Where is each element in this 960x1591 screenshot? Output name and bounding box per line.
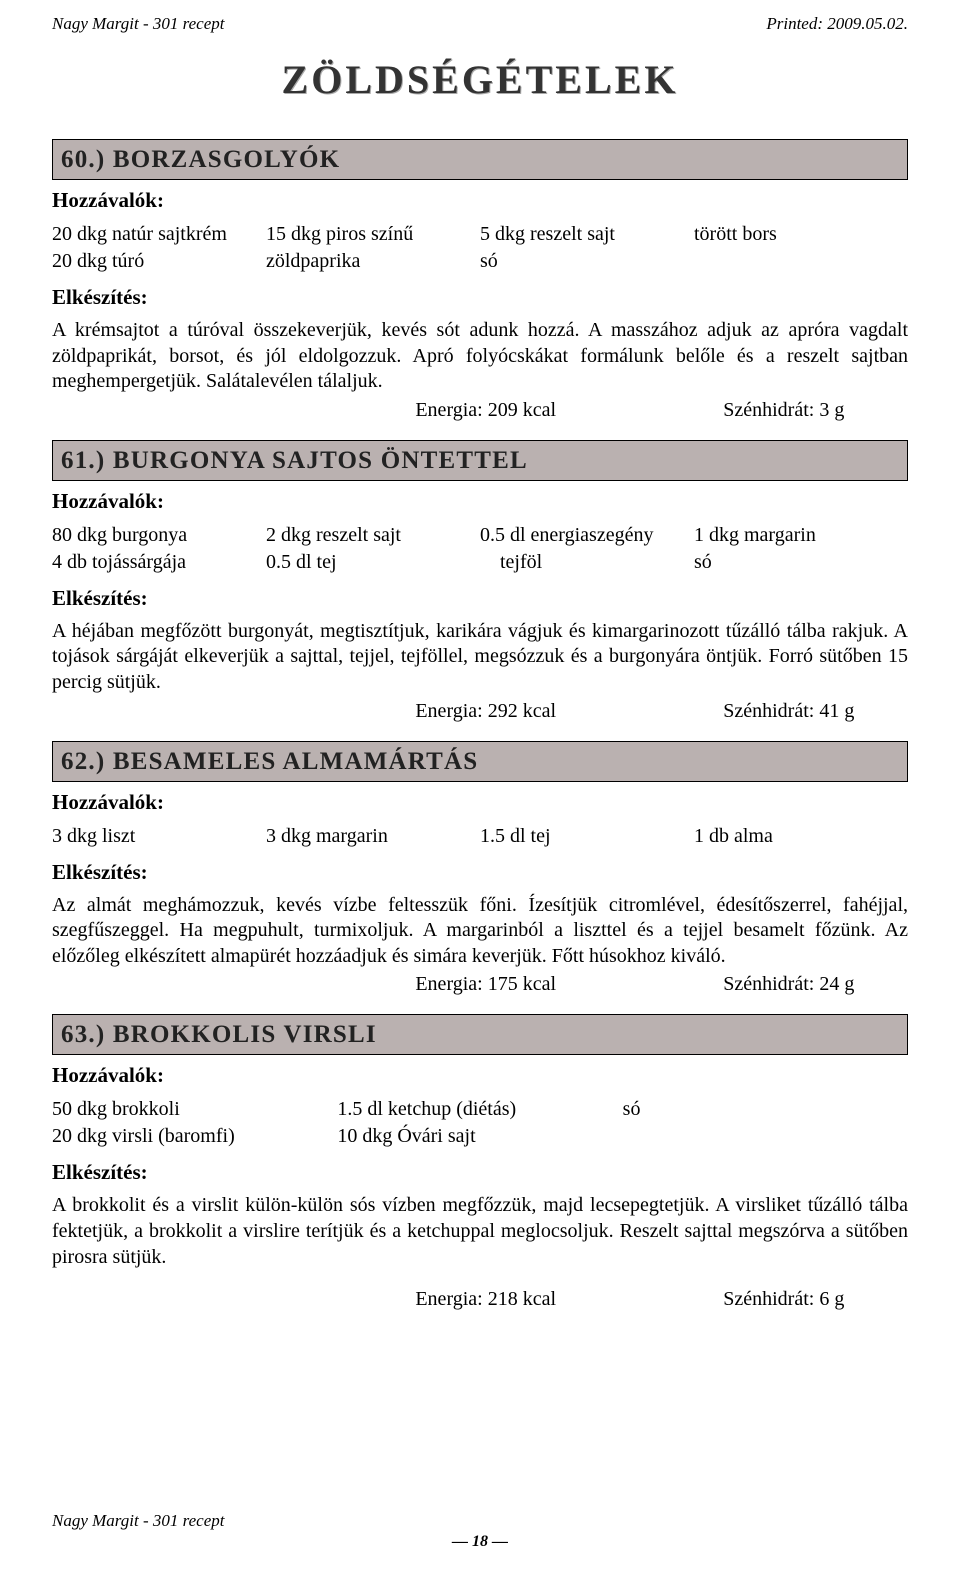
ingredient: 4 db tojássárgája: [52, 549, 266, 576]
recipe-60: 60.) BORZASGOLYÓK Hozzávalók: 20 dkg nat…: [52, 139, 908, 422]
ingredient-col: 3 dkg margarin: [266, 823, 480, 850]
ingredient: 1.5 dl tej: [480, 823, 694, 850]
instructions: A brokkolit és a virslit külön-külön sós…: [52, 1193, 908, 1270]
ingredients-label: Hozzávalók:: [52, 1063, 908, 1088]
ingredient: 10 dkg Óvári sajt: [337, 1123, 622, 1150]
preparation-label: Elkészítés:: [52, 285, 908, 310]
ingredient: só: [480, 248, 694, 275]
nutrition-row: Energia: 292 kcal Szénhidrát: 41 g: [52, 700, 908, 723]
ingredient-col: só: [623, 1096, 908, 1150]
ingredient-col: 15 dkg piros színű zöldpaprika: [266, 221, 480, 275]
ingredient-col: 0.5 dl energiaszegény tejföl: [480, 522, 694, 576]
ingredients-label: Hozzávalók:: [52, 489, 908, 514]
recipe-63: 63.) BROKKOLIS VIRSLI Hozzávalók: 50 dkg…: [52, 1014, 908, 1311]
page-title: ZÖLDSÉGÉTELEK: [52, 56, 908, 103]
preparation-label: Elkészítés:: [52, 860, 908, 885]
ingredient: 1 db alma: [694, 823, 908, 850]
document-header: Nagy Margit - 301 recept Printed: 2009.0…: [52, 14, 908, 34]
ingredient: zöldpaprika: [266, 248, 480, 275]
spacer: [52, 973, 415, 996]
ingredients-row: 50 dkg brokkoli 20 dkg virsli (baromfi) …: [52, 1096, 908, 1150]
spacer: [52, 399, 415, 422]
ingredient: 3 dkg margarin: [266, 823, 480, 850]
ingredient-col: 1 dkg margarin só: [694, 522, 908, 576]
ingredient-col: 2 dkg reszelt sajt 0.5 dl tej: [266, 522, 480, 576]
ingredient: törött bors: [694, 221, 908, 248]
carb-value: Szénhidrát: 6 g: [723, 1288, 908, 1311]
carb-value: Szénhidrát: 3 g: [723, 399, 908, 422]
ingredients-label: Hozzávalók:: [52, 790, 908, 815]
ingredient: 50 dkg brokkoli: [52, 1096, 337, 1123]
energy-value: Energia: 175 kcal: [415, 973, 723, 996]
nutrition-row: Energia: 175 kcal Szénhidrát: 24 g: [52, 973, 908, 996]
spacer: [52, 1288, 415, 1311]
recipe-title: 61.) BURGONYA SAJTOS ÖNTETTEL: [52, 440, 908, 481]
recipe-title: 63.) BROKKOLIS VIRSLI: [52, 1014, 908, 1055]
ingredient: 0.5 dl energiaszegény: [480, 522, 694, 549]
ingredient: 20 dkg túró: [52, 248, 266, 275]
ingredient-col: 1.5 dl ketchup (diétás) 10 dkg Óvári saj…: [337, 1096, 622, 1150]
ingredient: 0.5 dl tej: [266, 549, 480, 576]
ingredient: 1 dkg margarin: [694, 522, 908, 549]
ingredient-col: 5 dkg reszelt sajt só: [480, 221, 694, 275]
ingredient: tejföl: [480, 549, 694, 576]
ingredient-col: 1 db alma: [694, 823, 908, 850]
ingredients-row: 3 dkg liszt 3 dkg margarin 1.5 dl tej 1 …: [52, 823, 908, 850]
ingredient: 20 dkg virsli (baromfi): [52, 1123, 337, 1150]
nutrition-row: Energia: 209 kcal Szénhidrát: 3 g: [52, 399, 908, 422]
ingredients-row: 80 dkg burgonya 4 db tojássárgája 2 dkg …: [52, 522, 908, 576]
recipe-62: 62.) BESAMELES ALMAMÁRTÁS Hozzávalók: 3 …: [52, 741, 908, 997]
carb-value: Szénhidrát: 24 g: [723, 973, 908, 996]
ingredient-col: 20 dkg natúr sajtkrém 20 dkg túró: [52, 221, 266, 275]
ingredient: 80 dkg burgonya: [52, 522, 266, 549]
ingredient: 5 dkg reszelt sajt: [480, 221, 694, 248]
recipe-title: 62.) BESAMELES ALMAMÁRTÁS: [52, 741, 908, 782]
instructions: Az almát meghámozzuk, kevés vízbe feltes…: [52, 893, 908, 970]
nutrition-row: Energia: 218 kcal Szénhidrát: 6 g: [52, 1288, 908, 1311]
ingredient: 2 dkg reszelt sajt: [266, 522, 480, 549]
footer-text: Nagy Margit - 301 recept: [52, 1511, 224, 1530]
ingredients-row: 20 dkg natúr sajtkrém 20 dkg túró 15 dkg…: [52, 221, 908, 275]
preparation-label: Elkészítés:: [52, 1160, 908, 1185]
carb-value: Szénhidrát: 41 g: [723, 700, 908, 723]
header-right: Printed: 2009.05.02.: [766, 14, 908, 34]
energy-value: Energia: 209 kcal: [415, 399, 723, 422]
recipe-title: 60.) BORZASGOLYÓK: [52, 139, 908, 180]
document-footer: Nagy Margit - 301 recept: [52, 1511, 908, 1531]
ingredient: 20 dkg natúr sajtkrém: [52, 221, 266, 248]
ingredient-col: 80 dkg burgonya 4 db tojássárgája: [52, 522, 266, 576]
page-number: — 18 —: [52, 1533, 908, 1551]
energy-value: Energia: 218 kcal: [415, 1288, 723, 1311]
ingredient-col: 3 dkg liszt: [52, 823, 266, 850]
ingredient: 3 dkg liszt: [52, 823, 266, 850]
spacer: [52, 700, 415, 723]
ingredient: só: [623, 1096, 908, 1123]
recipe-61: 61.) BURGONYA SAJTOS ÖNTETTEL Hozzávalók…: [52, 440, 908, 723]
ingredient-col: 50 dkg brokkoli 20 dkg virsli (baromfi): [52, 1096, 337, 1150]
ingredient: 15 dkg piros színű: [266, 221, 480, 248]
ingredients-label: Hozzávalók:: [52, 188, 908, 213]
ingredient: só: [694, 549, 908, 576]
instructions: A héjában megfőzött burgonyát, megtisztí…: [52, 619, 908, 696]
header-left: Nagy Margit - 301 recept: [52, 14, 224, 34]
ingredient: 1.5 dl ketchup (diétás): [337, 1096, 622, 1123]
ingredient-col: törött bors: [694, 221, 908, 275]
ingredient-col: 1.5 dl tej: [480, 823, 694, 850]
instructions: A krémsajtot a túróval összekeverjük, ke…: [52, 318, 908, 395]
preparation-label: Elkészítés:: [52, 586, 908, 611]
energy-value: Energia: 292 kcal: [415, 700, 723, 723]
